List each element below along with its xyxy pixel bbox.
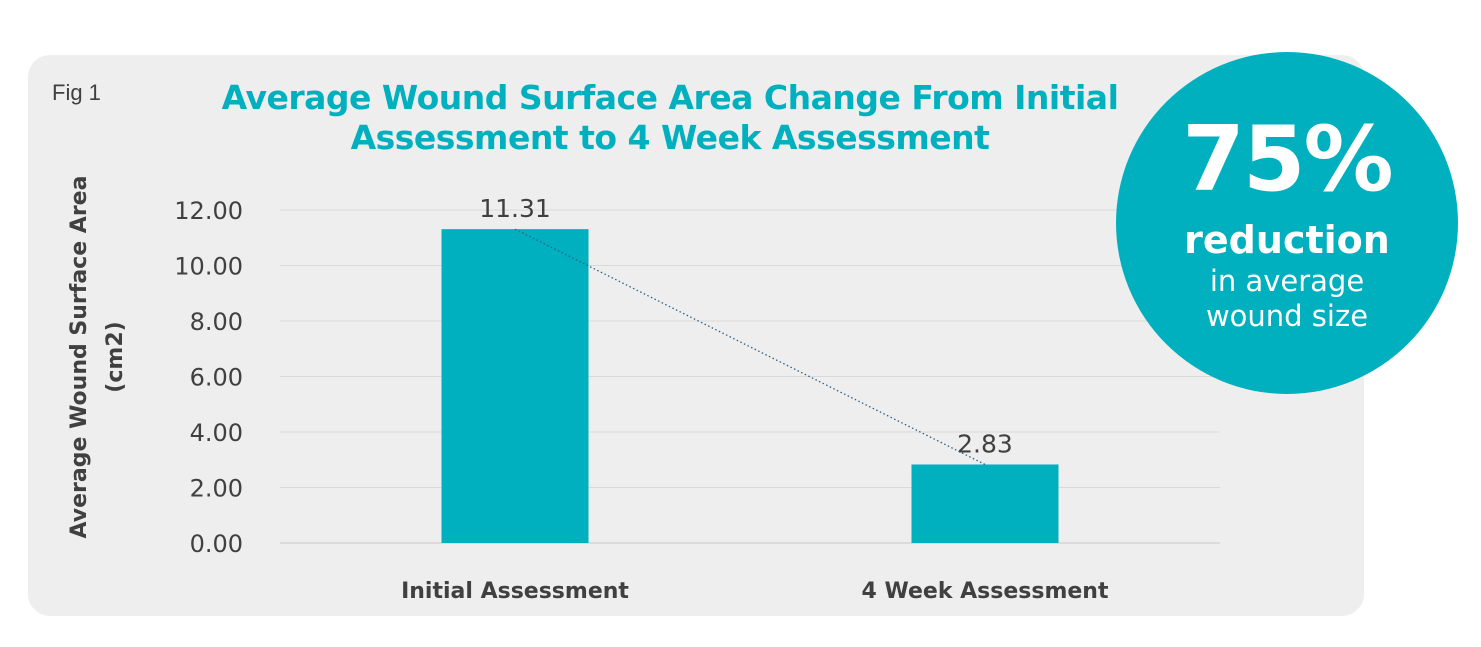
y-axis-label: Average Wound Surface Area (cm2) [67, 176, 128, 539]
y-tick-labels: 0.00 2.00 4.00 6.00 8.00 10.00 12.00 [174, 197, 243, 558]
data-label: 2.83 [957, 429, 1013, 458]
figure-label: Fig 1 [52, 80, 101, 105]
x-tick-label: Initial Assessment [401, 579, 629, 604]
y-tick-label: 12.00 [174, 197, 243, 225]
callout-percent: 75% [1182, 107, 1393, 212]
y-tick-label: 6.00 [190, 364, 243, 392]
y-tick-label: 2.00 [190, 475, 243, 503]
callout-subtext: in average wound size [1156, 264, 1418, 334]
bars [441, 229, 1059, 543]
y-tick-label: 8.00 [190, 308, 243, 336]
chart-title-line-2: Assessment to 4 Week Assessment [350, 118, 990, 157]
x-tick-labels: Initial Assessment 4 Week Assessment [401, 579, 1109, 604]
gridlines [280, 209, 1220, 544]
callout-headline: reduction [1184, 218, 1390, 262]
reduction-callout: 75% reduction in average wound size [1116, 52, 1458, 394]
y-tick-label: 10.00 [174, 253, 243, 281]
callout-line-1: in average [1209, 264, 1365, 298]
chart-title: Average Wound Surface Area Change From I… [170, 78, 1170, 158]
value-labels: 11.31 2.83 [479, 194, 1013, 458]
y-tick-label: 0.00 [190, 530, 243, 558]
y-tick-label: 4.00 [190, 419, 243, 447]
callout-line-2: wound size [1205, 299, 1369, 333]
data-label: 11.31 [479, 194, 551, 223]
chart-title-line-1: Average Wound Surface Area Change From I… [221, 78, 1119, 117]
y-axis-label-line-1: Average Wound Surface Area [67, 176, 92, 539]
y-axis-label-line-2: (cm2) [103, 321, 128, 392]
x-tick-label: 4 Week Assessment [862, 579, 1109, 604]
bar [441, 229, 589, 543]
bar [911, 464, 1059, 543]
